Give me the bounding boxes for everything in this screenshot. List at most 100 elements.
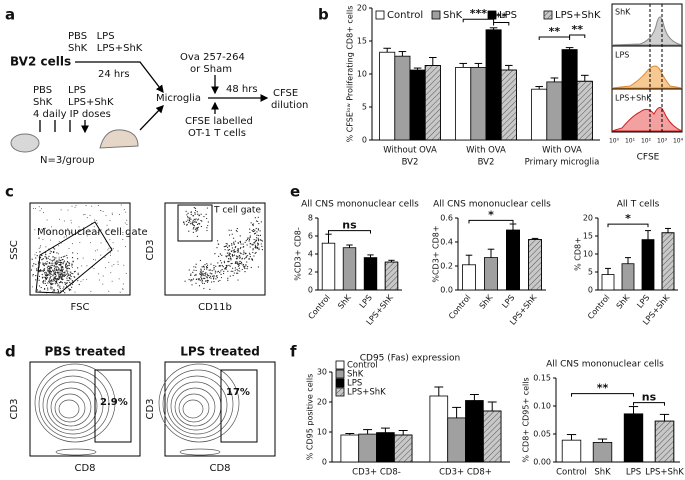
- event-dot: [215, 265, 217, 267]
- y-tick-label: 0.0: [440, 286, 453, 295]
- event-dot: [190, 213, 192, 216]
- event-dot: [204, 275, 206, 277]
- x-tick-label: LPS: [500, 293, 516, 310]
- event-dot: [236, 261, 239, 263]
- event-dot: [64, 273, 66, 275]
- event-dot: [201, 280, 203, 282]
- event-dot: [96, 222, 98, 224]
- event-dot: [59, 273, 61, 276]
- event-dot: [77, 273, 79, 276]
- event-dot: [52, 291, 54, 293]
- event-dot: [31, 258, 33, 260]
- event-dot: [57, 290, 60, 292]
- event-dot: [63, 261, 65, 263]
- event-dot: [126, 224, 128, 226]
- event-dot: [89, 214, 91, 216]
- event-dot: [74, 291, 76, 293]
- event-dot: [76, 253, 78, 255]
- event-dot: [82, 233, 84, 235]
- diagram-label: dilution: [271, 100, 308, 111]
- histogram-trace: [611, 107, 683, 132]
- event-dot: [227, 255, 229, 257]
- event-dot: [187, 216, 189, 218]
- event-dot: [43, 212, 45, 214]
- brain-icon: [99, 129, 139, 149]
- event-dot: [128, 233, 130, 235]
- event-dot: [78, 283, 80, 286]
- event-dot: [191, 223, 194, 225]
- event-dot: [124, 222, 126, 224]
- axis-label: FSC: [71, 302, 90, 313]
- event-dot: [58, 282, 61, 284]
- event-dot: [45, 230, 47, 232]
- event-dot: [191, 221, 194, 223]
- event-dot: [43, 288, 46, 290]
- event-dot: [45, 284, 48, 287]
- event-dot: [240, 261, 243, 263]
- event-dot: [231, 233, 233, 235]
- event-dot: [44, 272, 46, 274]
- event-dot: [59, 272, 61, 274]
- event-dot: [246, 268, 248, 270]
- event-dot: [214, 252, 216, 255]
- event-dot: [249, 246, 251, 248]
- event-dot: [46, 273, 48, 276]
- gate-label: Mononuclear cell gate: [37, 227, 148, 238]
- event-dot: [117, 250, 119, 252]
- diagram-label: PBS: [33, 85, 52, 96]
- event-dot: [120, 204, 122, 206]
- event-dot: [228, 245, 230, 247]
- event-dot: [49, 258, 51, 261]
- event-dot: [58, 256, 60, 258]
- event-dot: [243, 250, 245, 252]
- event-dot: [236, 257, 238, 259]
- event-dot: [45, 256, 47, 258]
- event-dot: [55, 266, 57, 268]
- event-dot: [34, 254, 36, 256]
- y-axis-label: %CD3+ CD8+: [432, 225, 441, 282]
- event-dot: [54, 283, 56, 285]
- event-dot: [198, 279, 200, 281]
- bar: [376, 432, 395, 463]
- event-dot: [218, 243, 220, 245]
- event-dot: [62, 268, 64, 270]
- event-dot: [72, 272, 74, 275]
- event-dot: [96, 249, 98, 251]
- event-dot: [113, 263, 115, 265]
- event-dot: [260, 221, 262, 223]
- event-dot: [54, 281, 56, 283]
- event-dot: [41, 208, 43, 210]
- event-dot: [209, 269, 211, 271]
- event-dot: [244, 264, 247, 266]
- event-dot: [66, 282, 68, 284]
- y-tick-label: 10: [357, 70, 367, 79]
- x-tick-label: ShK: [336, 293, 353, 311]
- event-dot: [244, 271, 246, 273]
- event-dot: [204, 277, 206, 280]
- axis-label: CFSE: [637, 153, 660, 163]
- event-dot: [244, 267, 246, 270]
- event-dot: [238, 264, 240, 266]
- event-dot: [257, 229, 259, 231]
- event-dot: [214, 270, 217, 272]
- event-dot: [200, 269, 202, 271]
- event-dot: [232, 255, 234, 257]
- event-dot: [207, 224, 209, 227]
- event-dot: [44, 268, 46, 270]
- event-dot: [36, 289, 39, 291]
- event-dot: [47, 257, 49, 259]
- event-dot: [250, 266, 252, 269]
- event-dot: [108, 247, 110, 249]
- event-dot: [93, 226, 95, 228]
- event-dot: [259, 230, 261, 232]
- event-dot: [221, 268, 223, 271]
- event-dot: [231, 247, 234, 249]
- event-dot: [48, 281, 51, 283]
- event-dot: [64, 255, 66, 257]
- plot-title: LPS treated: [180, 345, 260, 359]
- event-dot: [239, 257, 241, 259]
- significance-label: **: [495, 11, 507, 24]
- event-dot: [233, 241, 235, 243]
- hatch-overlay: [393, 434, 413, 463]
- event-dot: [258, 234, 260, 237]
